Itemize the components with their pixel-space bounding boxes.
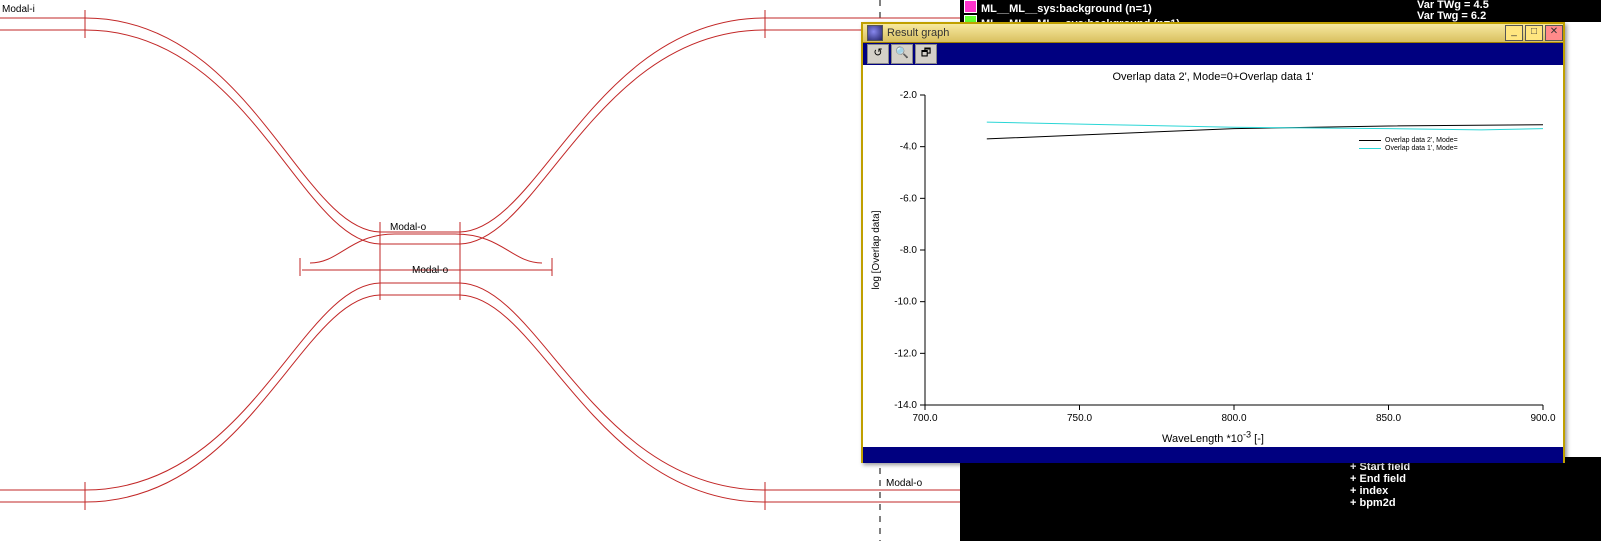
tree-item[interactable]: index — [1350, 485, 1597, 497]
port-label-modal-i: Modal-i — [2, 4, 35, 15]
graph-toolbar: ↺ 🔍 🗗 — [863, 43, 1563, 65]
svg-text:900.0: 900.0 — [1530, 413, 1555, 424]
chart-canvas: -14.0 -12.0 -10.0 -8.0 -6.0 -4.0 -2.0 700.0 750.… — [863, 65, 1559, 447]
svg-text:-2.0: -2.0 — [900, 90, 918, 101]
port-label-modal-o-1: Modal-o — [390, 222, 426, 233]
window-title: Result graph — [887, 27, 949, 39]
minimize-button[interactable]: _ — [1505, 25, 1523, 41]
zoom-button[interactable]: 🔍 — [891, 44, 913, 64]
svg-text:-14.0: -14.0 — [894, 400, 917, 411]
waveguide-layout — [0, 0, 960, 541]
tree-item[interactable]: bpm2d — [1350, 497, 1597, 509]
close-button[interactable]: ✕ — [1545, 25, 1563, 41]
results-tree[interactable]: Start field End field index bpm2d — [1350, 461, 1597, 509]
results-tree-panel: Start field End field index bpm2d — [960, 457, 1601, 541]
window-titlebar[interactable]: Result graph _ □ ✕ — [863, 24, 1563, 43]
reset-view-button[interactable]: ↺ — [867, 44, 889, 64]
maximize-button[interactable]: □ — [1525, 25, 1543, 41]
svg-text:-4.0: -4.0 — [900, 142, 918, 153]
svg-text:-12.0: -12.0 — [894, 348, 917, 359]
svg-text:750.0: 750.0 — [1067, 413, 1092, 424]
svg-text:-10.0: -10.0 — [894, 297, 917, 308]
svg-text:700.0: 700.0 — [912, 413, 937, 424]
legend-row: ML__ML__sys:background (n=1) — [964, 0, 1409, 15]
app-icon — [867, 25, 883, 41]
svg-text:850.0: 850.0 — [1376, 413, 1401, 424]
material-legend-panel: ML__ML__sys:background (n=1) ML__ML__ML_… — [960, 0, 1601, 22]
tree-item[interactable]: End field — [1350, 473, 1597, 485]
svg-text:log [Overlap data]: log [Overlap data] — [871, 210, 882, 289]
port-label-modal-o-3: Modal-o — [886, 478, 922, 489]
svg-text:-6.0: -6.0 — [900, 193, 918, 204]
result-graph-window: Result graph _ □ ✕ ↺ 🔍 🗗 Overlap data 2'… — [861, 22, 1565, 463]
svg-text:800.0: 800.0 — [1221, 413, 1246, 424]
var-text: Var Twg = 6.2 — [1417, 11, 1597, 22]
plot-area: Overlap data 2', Mode=0+Overlap data 1' … — [863, 65, 1563, 447]
window-statusbar — [863, 447, 1563, 463]
svg-text:-8.0: -8.0 — [900, 245, 918, 256]
legend-text: ML__ML__sys:background (n=1) — [981, 3, 1152, 15]
copy-button[interactable]: 🗗 — [915, 44, 937, 64]
port-label-modal-o-2: Modal-o — [412, 265, 448, 276]
chart-legend: Overlap data 2', Mode=Overlap data 1', M… — [1359, 137, 1458, 153]
